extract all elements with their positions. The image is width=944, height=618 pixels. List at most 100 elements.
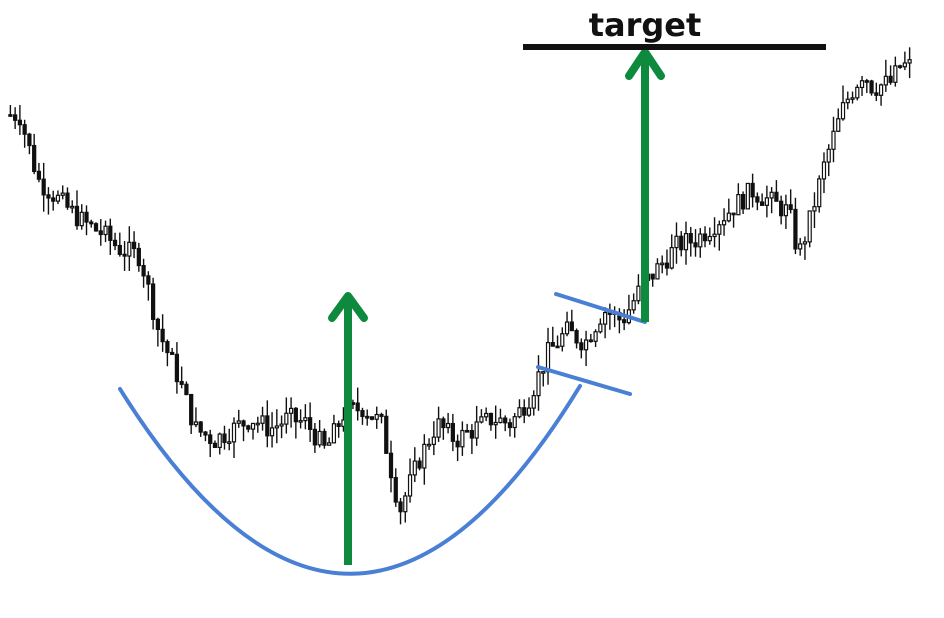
candle-body-bullish: [593, 331, 598, 342]
candle-body-bullish: [674, 235, 679, 249]
candle-body-bearish: [779, 200, 784, 217]
candle-body-bullish: [598, 323, 603, 333]
candle-body-bullish: [726, 212, 731, 222]
candle-body-bearish: [312, 428, 318, 446]
candle-body-bearish: [731, 212, 736, 216]
candle-body-bullish: [707, 235, 712, 242]
candle-body-bullish: [831, 130, 836, 150]
handle-channel-upper: [554, 292, 647, 324]
candle-body-bearish: [388, 452, 394, 479]
candle-body-bearish: [212, 442, 218, 449]
candle-body-bearish: [122, 253, 127, 257]
candle-body-bearish: [17, 119, 23, 126]
candle-body-bullish: [764, 197, 770, 206]
candle-body-bearish: [293, 407, 298, 423]
candle-body-bullish: [845, 98, 850, 104]
candle-body-bearish: [136, 247, 141, 267]
candle-body-bearish: [550, 341, 555, 347]
candle-body-bullish: [436, 418, 441, 438]
breakout-target-arrow: [625, 48, 665, 322]
candle-body-bearish: [222, 433, 227, 444]
handle-channel-lower: [536, 365, 632, 396]
candle-body-bearish: [441, 418, 446, 429]
candle-body-bearish: [393, 477, 398, 503]
candle-body-bullish: [260, 415, 265, 424]
candle-body-bearish: [693, 242, 698, 248]
candle-body-bearish: [36, 170, 42, 180]
candle-body-bearish: [874, 92, 879, 96]
candle-body-bearish: [150, 283, 156, 320]
candle-body-bullish: [660, 262, 665, 266]
candle-body-bullish: [531, 395, 536, 409]
candle-body-bearish: [488, 412, 494, 426]
candle-body-bullish: [859, 80, 865, 89]
candle-body-bullish: [255, 422, 260, 426]
cup-depth-arrow: [328, 292, 368, 565]
candle-body-bullish: [284, 412, 289, 425]
candle-body-bearish: [469, 430, 475, 439]
candle-body-bearish: [888, 75, 893, 83]
candle-body-bullish: [821, 161, 827, 180]
candle-body-bearish: [308, 417, 313, 430]
candle-body-bearish: [740, 194, 746, 210]
candle-body-bullish: [836, 118, 841, 132]
candle-body-bullish: [269, 427, 275, 437]
candle-body-bearish: [384, 415, 389, 454]
candle-body-bearish: [265, 415, 270, 437]
candle-body-bearish: [189, 393, 194, 426]
candle-body-bullish: [298, 419, 303, 423]
candle-body-bearish: [897, 65, 903, 68]
candle-body-bullish: [250, 422, 256, 430]
candle-body-bearish: [74, 205, 80, 227]
candle-body-bearish: [112, 239, 118, 247]
target-label: target: [589, 6, 702, 44]
candle-body-bearish: [184, 383, 189, 396]
candle-body-bullish: [631, 300, 636, 311]
candle-body-bullish: [317, 430, 322, 446]
candle-body-bullish: [798, 243, 803, 250]
candle-body-bearish: [869, 80, 874, 94]
candle-body-bullish: [745, 182, 750, 210]
candle-body-bearish: [688, 233, 693, 244]
candle-body-bearish: [664, 262, 670, 269]
candle-body-bearish: [774, 191, 779, 202]
candle-body-bullish: [288, 407, 294, 414]
candle-body-bearish: [65, 192, 70, 208]
candle-body-bullish: [902, 62, 907, 68]
candle-body-bearish: [108, 225, 113, 241]
candle-body-bullish: [331, 423, 337, 444]
candle-body-bullish: [407, 474, 413, 497]
candle-body-bearish: [146, 275, 151, 285]
candle-body-bearish: [41, 178, 46, 196]
candle-body-bearish: [450, 422, 455, 442]
candle-body-bullish: [850, 97, 855, 100]
candle-body-bearish: [336, 423, 341, 427]
candle-body-bullish: [817, 178, 822, 208]
candle-body-bearish: [241, 420, 246, 427]
candle-body-bearish: [755, 196, 760, 203]
candle-body-bearish: [398, 501, 403, 513]
candle-body-bearish: [13, 114, 18, 121]
candle-body-bearish: [141, 264, 146, 277]
candle-body-bullish: [479, 416, 484, 423]
candle-body-bearish: [174, 353, 180, 383]
candle-body-bearish: [503, 417, 508, 424]
candle-body-bullish: [493, 421, 498, 426]
candle-body-bearish: [507, 422, 513, 429]
candle-body-bearish: [93, 223, 99, 232]
candle-body-bullish: [274, 425, 279, 429]
candle-body-bearish: [588, 339, 593, 343]
candle-body-bearish: [569, 321, 574, 332]
candle-body-bullish: [217, 433, 222, 449]
candle-body-bullish: [669, 247, 674, 269]
candle-body-bullish: [783, 204, 789, 217]
candle-body-bullish: [893, 65, 898, 83]
candle-body-bullish: [545, 341, 551, 373]
candle-body-bearish: [155, 318, 160, 330]
candle-body-bullish: [60, 192, 65, 196]
candle-body-bearish: [455, 440, 460, 448]
candle-body-bearish: [679, 235, 684, 251]
candle-body-bearish: [131, 241, 137, 250]
candle-body-bearish: [160, 328, 165, 343]
candle-body-bullish: [79, 211, 84, 227]
